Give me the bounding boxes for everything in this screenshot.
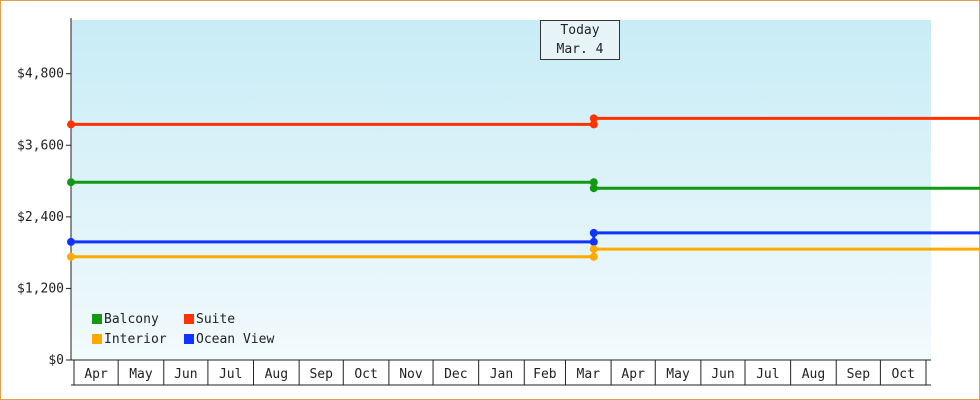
x-tick-label: Jul	[756, 367, 779, 382]
data-point-interior	[589, 245, 598, 254]
legend-swatch-suite	[184, 314, 194, 324]
y-tick-label: $4,800	[17, 67, 64, 82]
legend-swatch-interior	[92, 334, 102, 344]
x-tick-label: Sep	[847, 367, 871, 382]
plot-background	[71, 20, 931, 360]
legend-swatch-balcony	[92, 314, 102, 324]
x-tick-label: May	[129, 367, 153, 382]
legend-item-suite: Suite	[184, 310, 235, 330]
data-point-suite	[589, 114, 598, 123]
data-point-balcony	[67, 178, 75, 187]
x-tick-label: Apr	[621, 367, 645, 382]
y-tick-label: $0	[48, 353, 64, 368]
data-point-balcony	[589, 178, 598, 187]
x-tick-label: Jul	[219, 367, 242, 382]
legend-label-ocean-view: Ocean View	[196, 332, 275, 347]
data-point-ocean-view	[589, 237, 598, 246]
legend-item-interior: Interior	[92, 330, 167, 350]
data-point-suite	[589, 120, 598, 129]
x-tick-label: Oct	[891, 367, 914, 382]
legend-label-balcony: Balcony	[104, 312, 159, 327]
legend-item-balcony: Balcony	[92, 310, 159, 330]
x-tick-label: Feb	[533, 367, 557, 382]
data-point-ocean-view	[589, 228, 598, 237]
x-tick-label: Dec	[444, 367, 467, 382]
legend-label-suite: Suite	[196, 312, 236, 327]
data-point-suite	[67, 120, 75, 129]
y-tick-label: $1,200	[17, 281, 64, 296]
x-tick-label: Nov	[399, 367, 423, 382]
x-tick-label: Apr	[84, 367, 108, 382]
y-tick-label: $2,400	[17, 210, 64, 225]
legend-swatch-ocean-view	[184, 334, 194, 344]
x-tick-label: May	[666, 367, 690, 382]
today-date: Mar. 4	[556, 42, 604, 57]
axes: $0 $1,200 $2,400 $3,600 $4,800 Apr May Jun Jul Au…	[17, 18, 931, 386]
legend-item-ocean-view: Ocean View	[184, 330, 274, 350]
data-point-ocean-view	[67, 237, 75, 246]
legend-label-interior: Interior	[104, 332, 167, 347]
y-tick-label: $3,600	[17, 138, 64, 153]
x-tick-label: Jan	[490, 367, 513, 382]
x-tick-label: Aug	[802, 367, 825, 382]
today-annotation: Today Mar. 4	[540, 20, 620, 60]
x-tick-label: Sep	[309, 367, 333, 382]
x-tick-label: Aug	[265, 367, 288, 382]
x-tick-label: Oct	[354, 367, 377, 382]
x-tick-label: Jun	[711, 367, 734, 382]
data-point-interior	[589, 252, 598, 261]
x-tick-label: Mar	[577, 367, 601, 382]
x-tick-label: Jun	[174, 367, 197, 382]
data-point-interior	[67, 252, 75, 261]
data-point-balcony	[589, 184, 598, 193]
today-label: Today	[560, 23, 600, 38]
marker-layer	[67, 114, 598, 261]
